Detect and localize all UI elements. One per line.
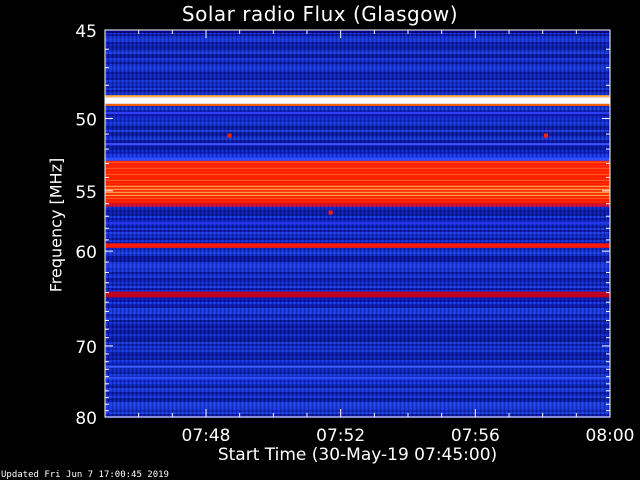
emission-band-core <box>105 182 610 185</box>
emission-band-core <box>105 167 610 170</box>
emission-band-core <box>105 161 610 164</box>
emission-band-core <box>105 176 610 179</box>
plot-frame <box>104 29 611 418</box>
emission-band-core <box>105 164 610 167</box>
band-fringe <box>105 157 610 161</box>
emission-bands <box>105 95 610 379</box>
x-tick-label: 07:56 <box>451 426 500 446</box>
emission-band <box>105 160 610 204</box>
axes: 45 50 55 60 70 80 07:48 07:52 07:56 08:00 <box>75 22 634 446</box>
burst-feature <box>227 133 232 138</box>
band-fringe <box>105 95 610 98</box>
x-tick-label: 07:48 <box>182 426 231 446</box>
emission-band <box>105 243 610 248</box>
emission-band-core <box>105 200 610 203</box>
band-fringe <box>105 203 610 207</box>
faint-band <box>105 376 610 379</box>
burst-features <box>227 133 549 215</box>
burst-feature <box>544 133 549 138</box>
emission-band-core <box>105 179 610 182</box>
faint-band <box>105 222 610 225</box>
y-tick-label: 55 <box>75 183 97 203</box>
band-fringe <box>105 103 610 106</box>
emission-band-core <box>105 197 610 200</box>
updated-timestamp: Updated Fri Jun 7 17:00:45 2019 <box>1 470 169 480</box>
x-axis-label: Start Time (30-May-19 07:45:00) <box>217 445 498 465</box>
faint-band <box>105 112 610 115</box>
faint-band <box>105 365 610 368</box>
x-tick-label: 08:00 <box>586 426 635 446</box>
chart-title: Solar radio Flux (Glasgow) <box>181 2 459 26</box>
emission-band-core <box>105 188 610 191</box>
emission-band-core <box>105 194 610 197</box>
faint-band <box>105 143 610 146</box>
y-tick-label: 45 <box>75 22 97 42</box>
emission-band-core <box>105 185 610 188</box>
y-tick-label: 80 <box>75 409 97 429</box>
emission-band-core <box>105 191 610 194</box>
emission-band-core <box>105 170 610 173</box>
y-tick-label: 60 <box>75 243 97 263</box>
y-tick-label: 70 <box>75 338 97 358</box>
y-tick-label: 50 <box>75 110 97 130</box>
emission-band <box>105 97 610 104</box>
emission-band-core <box>105 173 610 176</box>
burst-feature <box>328 210 333 215</box>
x-tick-label: 07:52 <box>316 426 365 446</box>
y-axis-label: Frequency [MHz] <box>46 157 66 293</box>
emission-band <box>105 291 610 298</box>
